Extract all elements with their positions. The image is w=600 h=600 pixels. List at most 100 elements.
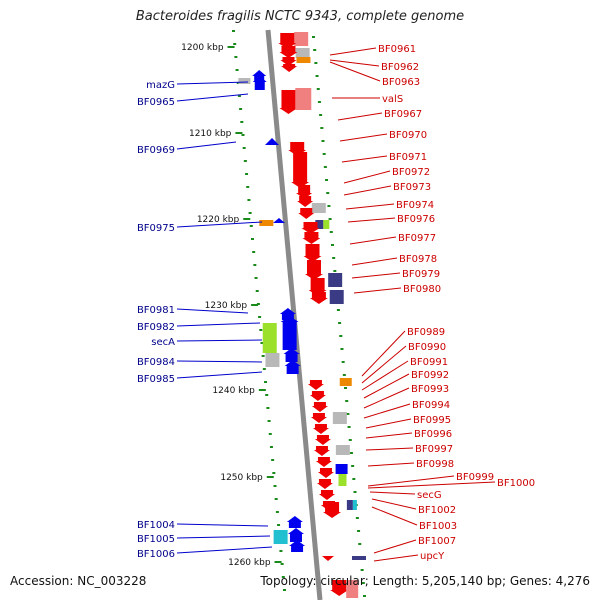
right-gene-label: BF0961 (378, 44, 416, 55)
right-gene-label: BF0991 (410, 357, 448, 368)
right-leader-line (363, 373, 410, 399)
forward-gene-arrow (252, 70, 267, 82)
tick-dot (323, 166, 327, 168)
reverse-gene-arrow (279, 90, 298, 114)
right-gene-label: BF0997 (415, 444, 453, 455)
tick-dot (348, 439, 352, 441)
left-leader-line (176, 322, 261, 327)
reverse-gene-arrow (298, 208, 315, 219)
tick-dot (248, 212, 252, 214)
right-gene-label: BF0980 (403, 284, 441, 295)
tick-label: 1200 kbp (181, 43, 224, 53)
tick-dot (279, 550, 283, 552)
tick-dot (254, 277, 258, 279)
left-leader-line (176, 360, 263, 363)
right-label-leaders (329, 47, 496, 562)
tick-dot (362, 595, 366, 597)
tick-dot (272, 472, 276, 474)
left-leader-line (176, 339, 263, 342)
tick-dot (352, 478, 356, 480)
tick-dot (241, 134, 245, 136)
reverse-gene-arrow (302, 232, 321, 244)
feature-box (273, 530, 288, 544)
right-leader-line (363, 403, 411, 419)
right-gene-label: BF0990 (408, 342, 446, 353)
tick-dot (249, 225, 253, 227)
reverse-gene-arrow (303, 244, 322, 262)
reverse-gene-arrow (308, 278, 327, 296)
right-gene-label: secG (417, 490, 442, 501)
reverse-gene-arrow (313, 446, 330, 456)
right-leader-line (365, 418, 412, 429)
feature-box (346, 580, 359, 598)
tick-dot (259, 329, 263, 331)
forward-gene-arrow (273, 218, 285, 223)
tick-dot (327, 205, 331, 207)
right-gene-label: BF1000 (497, 478, 535, 489)
left-leader-line (176, 546, 273, 554)
right-gene-label: BF0970 (389, 130, 427, 141)
right-leader-line (367, 462, 415, 467)
reverse-gene-arrow (314, 435, 331, 445)
left-label-leaders (176, 81, 273, 554)
right-gene-label: BF0994 (412, 400, 450, 411)
tick-dot (353, 491, 357, 493)
feature-box (265, 353, 280, 367)
reverse-gene-arrow (312, 424, 329, 434)
right-leader-line (353, 287, 402, 294)
tick-dot (232, 30, 235, 32)
left-leader-line (176, 523, 269, 527)
right-leader-line (343, 170, 391, 184)
tick-dot (266, 407, 270, 409)
tick-guides (232, 30, 366, 597)
right-leader-line (363, 387, 410, 409)
right-gene-label: BF1003 (419, 521, 457, 532)
tick-dot (280, 563, 284, 565)
left-gene-label: mazG (146, 80, 175, 91)
tick-dot (349, 452, 353, 454)
tick-label: 1250 kbp (220, 473, 263, 483)
forward-gene-arrow (286, 516, 303, 528)
left-gene-label: BF0975 (137, 223, 175, 234)
feature-box (335, 464, 348, 474)
tick-dot (282, 589, 286, 591)
left-gene-label: BF1005 (137, 534, 175, 545)
feature-box (259, 220, 274, 226)
feature-box (335, 445, 350, 455)
right-gene-label: BF0979 (402, 269, 440, 280)
tick-dot (240, 121, 244, 123)
feature-box (329, 290, 344, 304)
reverse-gene-arrow (309, 292, 328, 304)
right-gene-label: BF0998 (416, 459, 454, 470)
feature-box (332, 412, 347, 424)
tick-dot (274, 498, 278, 500)
tick-dot (333, 270, 337, 272)
feature-box (315, 220, 324, 229)
right-leader-line (345, 203, 395, 210)
right-gene-label: BF0989 (407, 327, 445, 338)
tick-dot (341, 361, 345, 363)
feature-box (311, 203, 326, 213)
tick-dot (236, 82, 240, 84)
tick-dot (361, 582, 365, 584)
right-gene-label: BF0978 (399, 254, 437, 265)
right-gene-label: BF0967 (384, 109, 422, 120)
right-gene-label: BF0974 (396, 200, 434, 211)
tick-label: 1240 kbp (212, 386, 255, 396)
forward-gene-arrow (280, 316, 299, 350)
tick-dot (329, 231, 333, 233)
tick-labels: 1200 kbp 1210 kbp 1220 kbp 1230 kbp 1240 kbp… (181, 43, 282, 568)
tick-dot (265, 394, 269, 396)
tick-dot (253, 264, 257, 266)
feature-box (351, 556, 366, 560)
tick-dot (260, 342, 264, 344)
reverse-gene-arrow (310, 413, 327, 423)
tick-dot (258, 316, 262, 318)
tick-dot (255, 290, 259, 292)
tick-dot (250, 238, 254, 240)
right-gene-label: BF0976 (397, 214, 435, 225)
tick-dot (267, 420, 271, 422)
reverse-gene-arrow (296, 185, 313, 199)
